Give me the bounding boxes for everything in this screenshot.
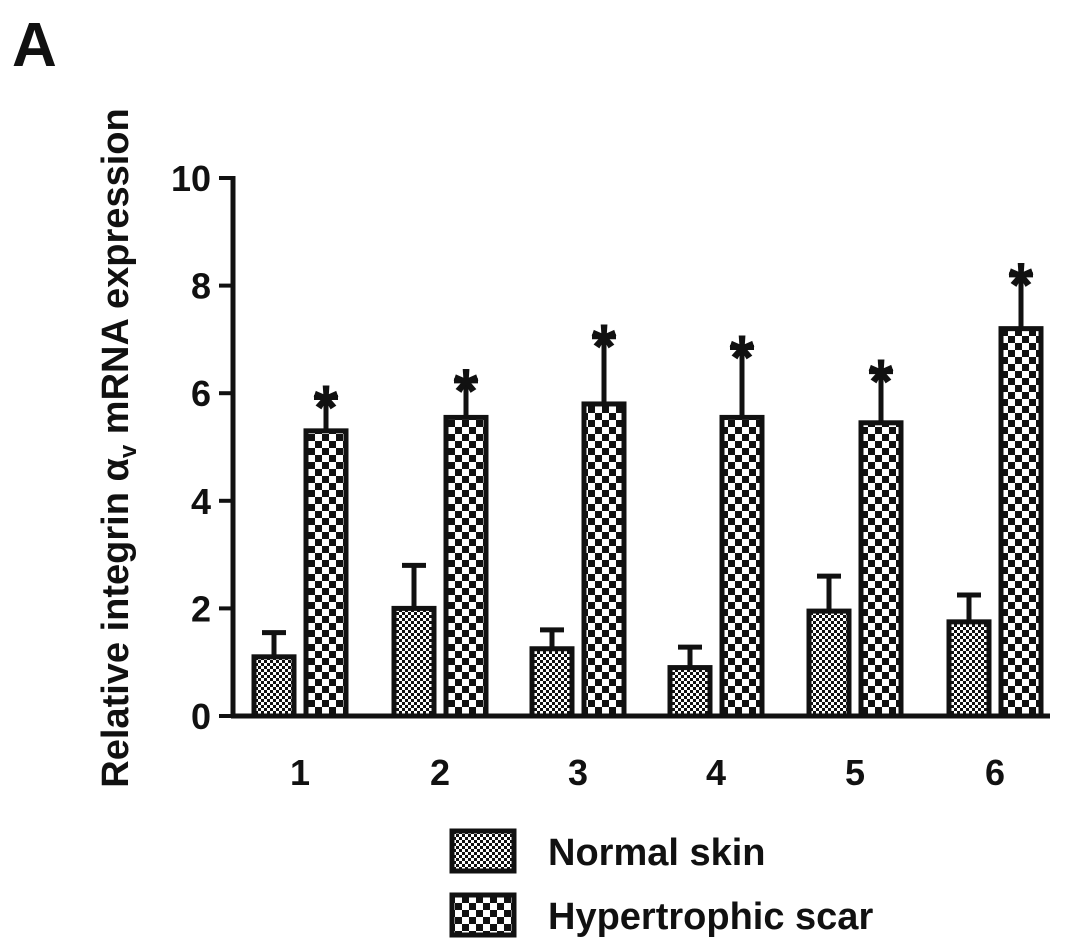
x-tick-label: 6 <box>985 752 1005 793</box>
bar-normal-skin-5 <box>806 608 852 719</box>
legend-label-hypertrophic-scar: Hypertrophic scar <box>548 896 873 938</box>
y-axis: 0 2 4 6 8 10 <box>171 158 236 737</box>
legend: Normal skin Hypertrophic scar <box>449 828 873 938</box>
y-tick-label: 2 <box>191 588 211 629</box>
legend-label-normal-skin: Normal skin <box>548 832 766 874</box>
significance-marker: * <box>314 372 339 444</box>
bar-hypertrophic-scar-1 <box>303 428 349 719</box>
x-tick-label: 5 <box>845 752 865 793</box>
bar-normal-skin-3 <box>529 646 575 719</box>
x-axis: 1 2 3 4 5 6 <box>231 713 1050 793</box>
y-tick-label: 6 <box>191 373 211 414</box>
x-tick-label: 3 <box>568 752 588 793</box>
bar-normal-skin-6 <box>946 619 992 719</box>
significance-marker: * <box>592 311 617 383</box>
legend-swatch-hypertrophic-scar <box>449 892 517 938</box>
bars-group: * * * * * * <box>251 249 1044 719</box>
y-tick-label: 8 <box>191 266 211 307</box>
y-axis-label: Relative integrin αv mRNA expression <box>95 108 142 787</box>
bar-normal-skin-1 <box>251 654 297 719</box>
panel-label: A <box>12 11 57 80</box>
bar-hypertrophic-scar-5 <box>858 420 904 719</box>
y-axis-label-subscript: v <box>115 444 142 458</box>
y-axis-label-rest: mRNA expression <box>95 108 137 444</box>
x-tick-label: 4 <box>706 752 726 793</box>
significance-marker: * <box>1009 249 1034 321</box>
bar-hypertrophic-scar-2 <box>443 414 489 719</box>
legend-swatch-normal-skin <box>449 828 517 874</box>
bar-normal-skin-2 <box>391 605 437 719</box>
y-tick-label: 10 <box>171 158 211 199</box>
y-tick-label: 4 <box>191 481 211 522</box>
bar-hypertrophic-scar-4 <box>719 414 765 719</box>
y-tick-label: 0 <box>191 696 211 737</box>
bar-hypertrophic-scar-3 <box>581 401 627 719</box>
bar-hypertrophic-scar-6 <box>998 326 1044 719</box>
bar-normal-skin-4 <box>667 665 713 719</box>
y-axis-label-main: Relative integrin α <box>95 458 137 788</box>
legend-item-normal-skin: Normal skin <box>449 828 766 874</box>
x-tick-label: 1 <box>290 752 310 793</box>
significance-marker: * <box>730 321 755 393</box>
significance-marker: * <box>454 355 479 427</box>
significance-marker: * <box>869 346 894 418</box>
legend-item-hypertrophic-scar: Hypertrophic scar <box>449 892 873 938</box>
x-tick-label: 2 <box>430 752 450 793</box>
